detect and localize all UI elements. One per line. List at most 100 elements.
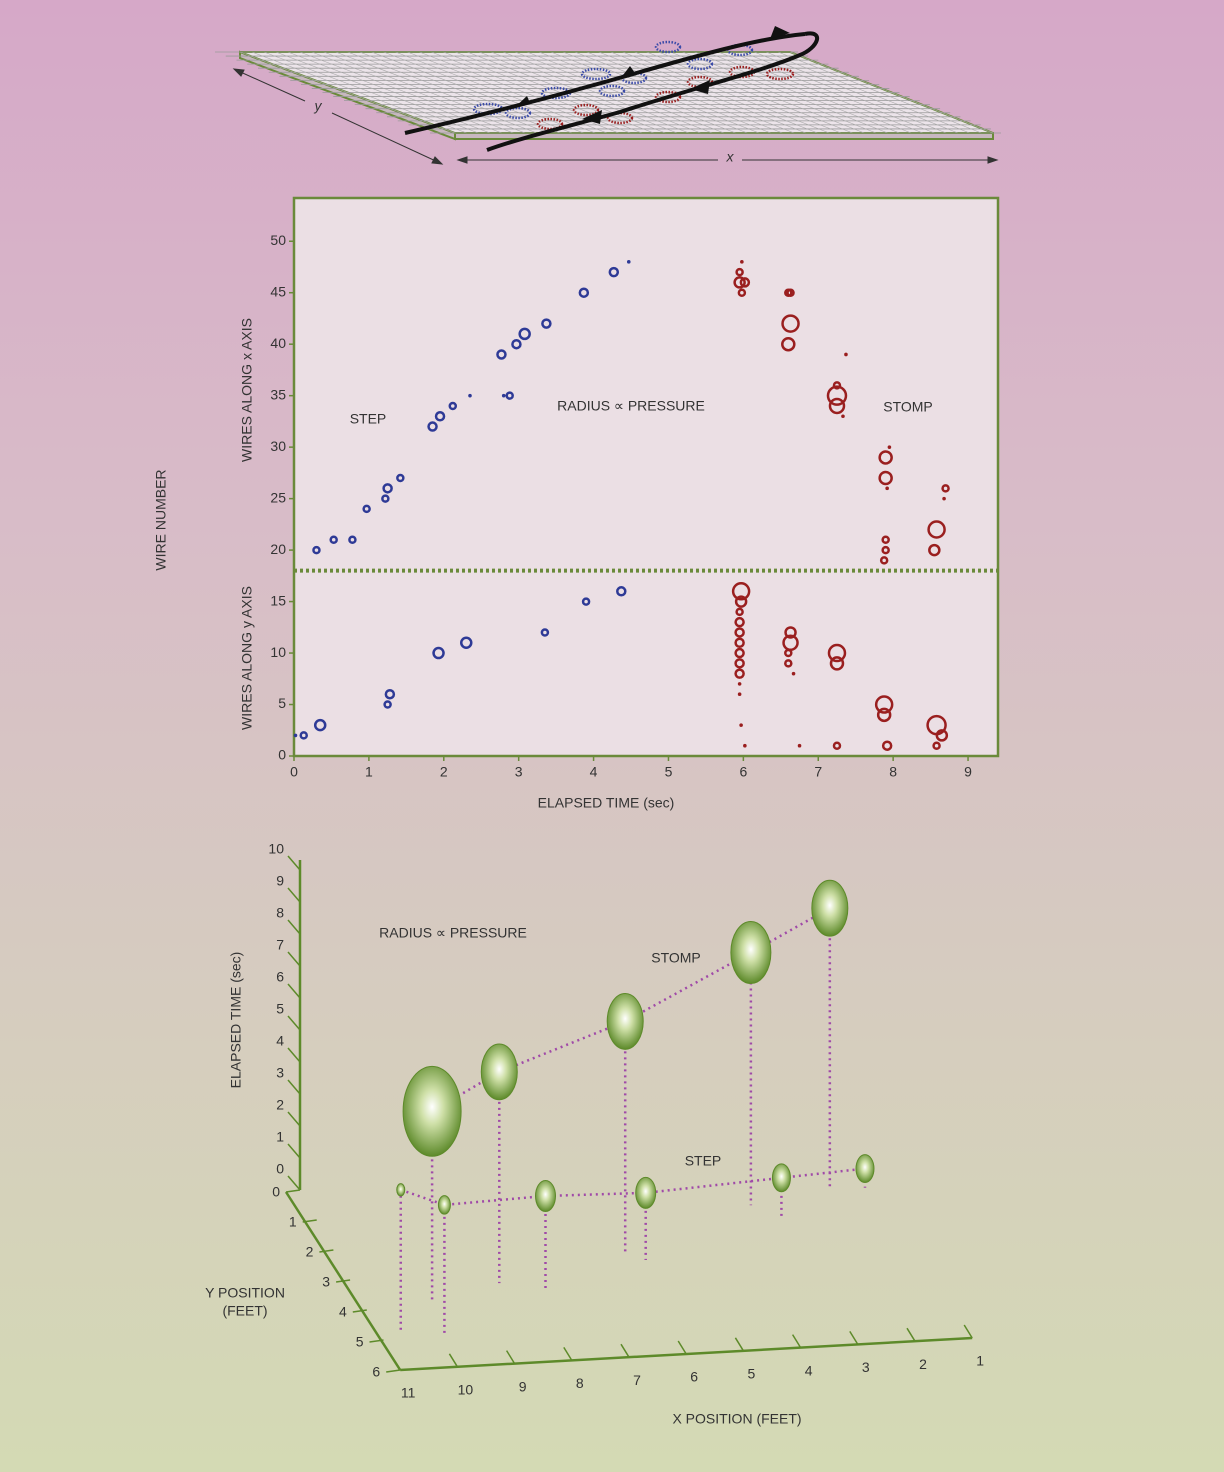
arrow-head [458, 157, 467, 163]
z-tick [288, 1048, 300, 1062]
y-tick-label: 40 [270, 335, 286, 351]
z-tick-label: 10 [268, 841, 284, 857]
point [469, 394, 472, 397]
z-axis-title: ELAPSED TIME (sec) [228, 952, 244, 1089]
y-tick [286, 1190, 300, 1192]
ball [636, 1177, 656, 1208]
arrow-head [432, 157, 442, 164]
point [741, 261, 744, 264]
point [740, 724, 743, 727]
point [627, 261, 630, 264]
x-tick-label: 2 [919, 1356, 927, 1372]
position-chart: 01234567891001234561110987654321ELAPSED … [205, 841, 984, 1427]
point [842, 415, 845, 418]
x-tick [678, 1341, 686, 1354]
ball [438, 1196, 450, 1215]
point [943, 497, 946, 500]
point [888, 446, 891, 449]
z-tick-label: 2 [276, 1097, 284, 1113]
x-tick [621, 1344, 629, 1357]
point [502, 394, 505, 397]
z-tick-label: 8 [276, 905, 284, 921]
z-tick [288, 952, 300, 966]
x-tick-label: 7 [633, 1372, 641, 1388]
x-tick-label: 5 [665, 764, 673, 780]
wire-grid-floor: y x [215, 26, 1001, 165]
y-tick [386, 1370, 400, 1372]
ball [607, 994, 643, 1050]
y-tick-label: 0 [272, 1184, 280, 1200]
y-tick-label: 2 [306, 1244, 314, 1260]
point [798, 744, 801, 747]
y-tick [353, 1310, 367, 1312]
point [792, 672, 795, 675]
z-tick-label: 7 [276, 937, 284, 953]
z-tick [288, 888, 300, 902]
y-tick-label: 5 [356, 1334, 364, 1350]
y-tick-label: 25 [270, 489, 286, 505]
y-axis-title: WIRE NUMBER [153, 469, 169, 570]
ball [731, 922, 771, 984]
x-tick-label: 1 [976, 1353, 984, 1369]
y-tick-label: 1 [289, 1214, 297, 1230]
y-dimension-label: y [314, 98, 323, 114]
series-label: STEP [350, 411, 387, 427]
x-tick [507, 1351, 515, 1364]
x-tick-label: 11 [401, 1385, 416, 1401]
y-tick-label: 20 [270, 541, 286, 557]
z-tick [288, 1080, 300, 1094]
x-tick-label: 4 [590, 764, 598, 780]
point [886, 487, 889, 490]
y-axis-title: Y POSITION [205, 1285, 285, 1301]
series-label: STOMP [883, 399, 933, 415]
z-tick [288, 1144, 300, 1158]
z-tick [288, 856, 300, 870]
x-dimension-label: x [726, 149, 735, 165]
z-tick-label: 3 [276, 1065, 284, 1081]
annotation: RADIUS ∝ PRESSURE [379, 925, 527, 941]
x-tick-label: 3 [515, 764, 523, 780]
ball [403, 1066, 461, 1156]
y-upper-title: WIRES ALONG x AXIS [239, 318, 255, 462]
x-tick [907, 1328, 915, 1341]
z-tick [288, 984, 300, 998]
x-tick-label: 2 [440, 764, 448, 780]
x-tick-label: 7 [814, 764, 822, 780]
y-axis-title: (FEET) [222, 1303, 267, 1319]
x-tick-label: 6 [690, 1369, 698, 1385]
x-tick-label: 0 [290, 764, 298, 780]
x-axis-title: X POSITION (FEET) [672, 1411, 801, 1427]
z-tick-label: 0 [276, 1161, 284, 1177]
y-tick [319, 1250, 333, 1252]
ball [812, 880, 848, 936]
x-tick-label: 4 [805, 1362, 813, 1378]
ball [535, 1180, 555, 1211]
y-tick-label: 45 [270, 283, 286, 299]
x-tick [392, 1357, 400, 1370]
z-tick [288, 920, 300, 934]
x-tick-label: 8 [889, 764, 897, 780]
z-tick [288, 1176, 300, 1190]
x-tick [964, 1325, 972, 1338]
point [294, 734, 297, 737]
z-tick-label: 6 [276, 969, 284, 985]
y-lower-title: WIRES ALONG y AXIS [239, 586, 255, 730]
x-tick-label: 6 [739, 764, 747, 780]
y-tick-label: 3 [322, 1274, 330, 1290]
x-axis-title: ELAPSED TIME (sec) [538, 795, 675, 811]
z-tick-label: 1 [276, 1129, 284, 1145]
point [744, 744, 747, 747]
y-tick-label: 10 [270, 644, 286, 660]
point [738, 683, 741, 686]
x-tick [850, 1331, 858, 1344]
y-tick-label: 0 [278, 747, 286, 763]
annotation: RADIUS ∝ PRESSURE [557, 398, 705, 414]
footprint [656, 42, 680, 52]
point [738, 693, 741, 696]
x-tick-label: 1 [365, 764, 373, 780]
x-tick-label: 8 [576, 1375, 584, 1391]
y-tick-label: 35 [270, 386, 286, 402]
x-tick [564, 1347, 572, 1360]
z-tick-label: 9 [276, 873, 284, 889]
z-tick-label: 5 [276, 1001, 284, 1017]
